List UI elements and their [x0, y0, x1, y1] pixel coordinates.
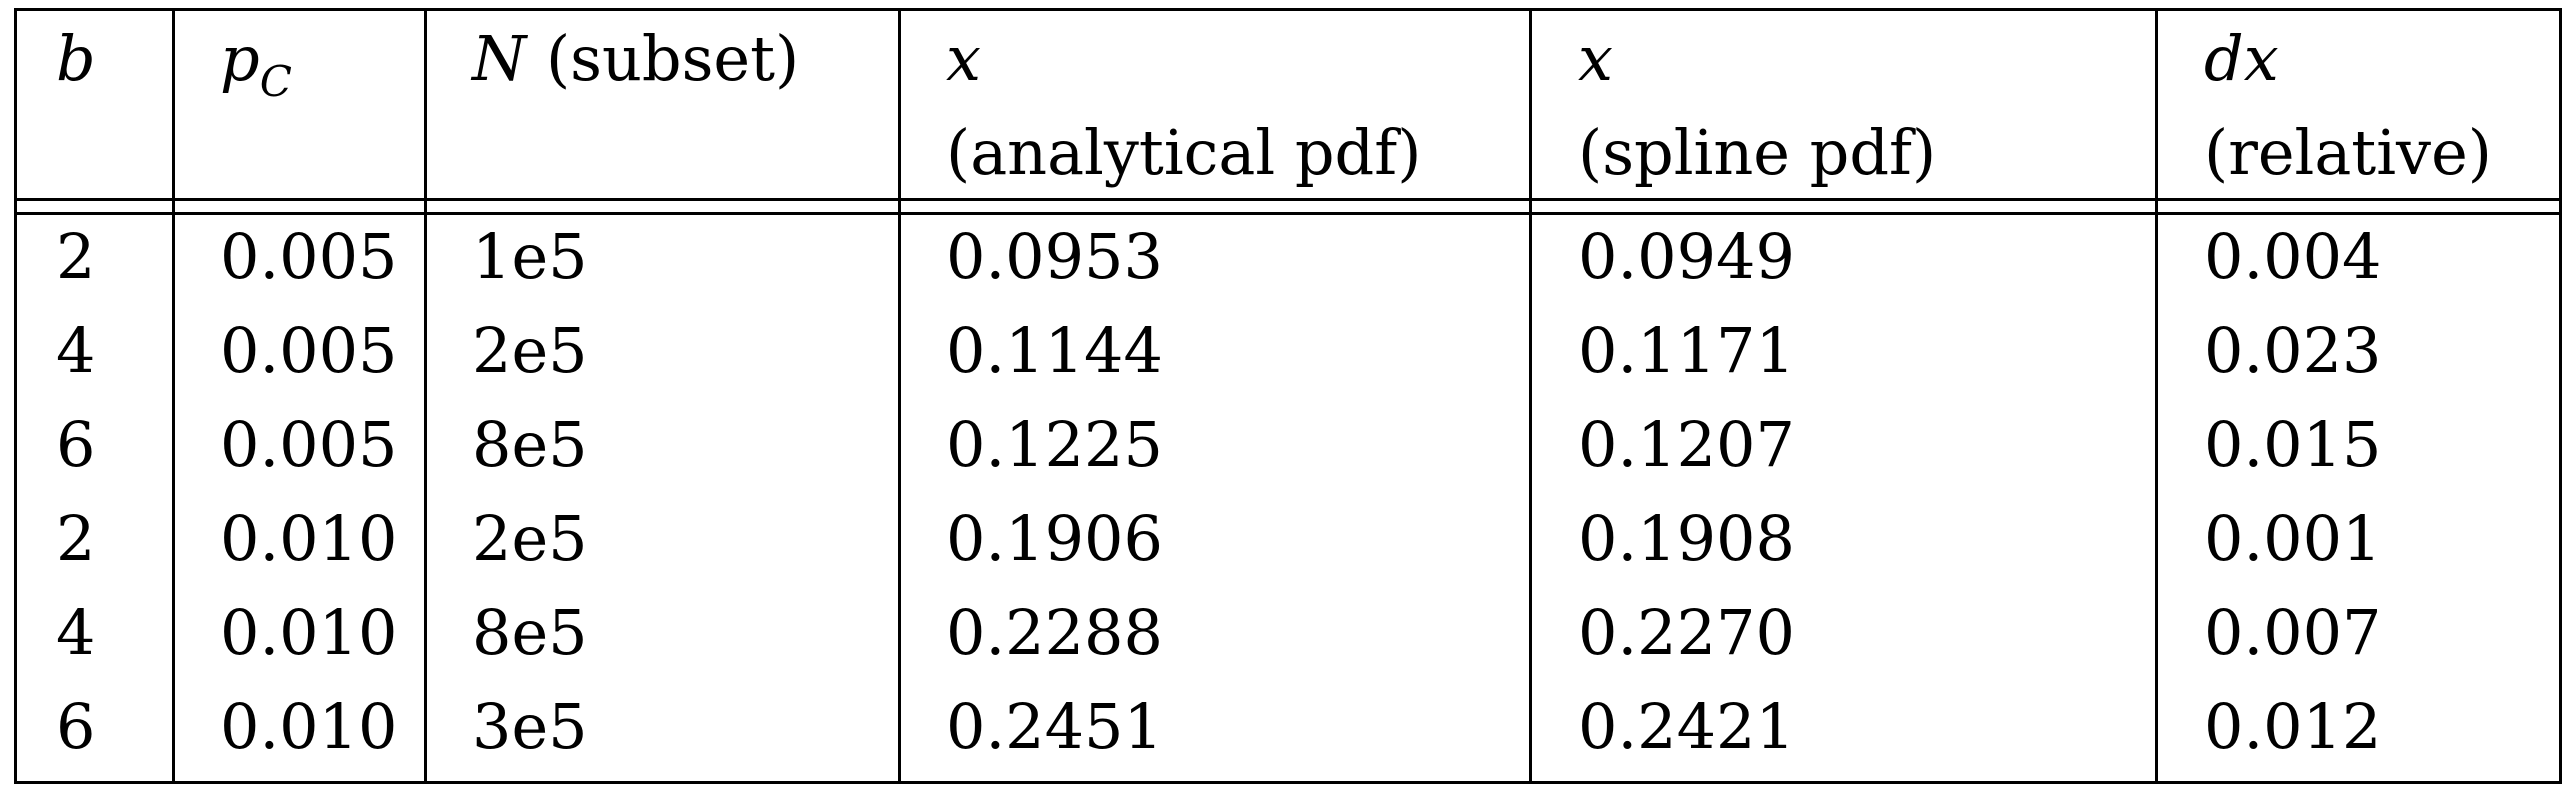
header-sublabel: (spline pdf) [1578, 116, 1937, 189]
table-top-rule [14, 8, 2562, 11]
table-cell: 0.023 [2204, 314, 2382, 387]
column-border [898, 8, 901, 784]
table-cell: 0.1225 [946, 408, 1163, 481]
header-cell-x-analytical: x [946, 26, 981, 92]
table-cell: 0.010 [220, 690, 398, 763]
header-symbol: N [472, 22, 527, 95]
table-cell: 0.005 [220, 408, 398, 481]
column-border [2559, 8, 2562, 784]
table-cell: 0.1207 [1578, 408, 1795, 481]
header-subscript: C [259, 57, 292, 106]
table-cell: 8e5 [472, 408, 588, 481]
table-cell: 0.005 [220, 220, 398, 293]
table-cell: 0.012 [2204, 690, 2382, 763]
table-cell: 0.1171 [1578, 314, 1795, 387]
table-cell: 2e5 [472, 502, 588, 575]
header-symbol: x [1578, 22, 1613, 95]
table-cell: 0.010 [220, 502, 398, 575]
table-cell: 0.004 [2204, 220, 2382, 293]
header-symbol: b [56, 22, 96, 95]
header-sublabel: (relative) [2204, 116, 2492, 189]
table-cell: 4 [56, 314, 96, 387]
table-cell: 0.2451 [946, 690, 1163, 763]
table-cell: 6 [56, 408, 96, 481]
header-bottom-rule [14, 198, 2562, 201]
header-symbol: dx [2204, 22, 2279, 95]
header-symbol: x [946, 22, 981, 95]
table-cell: 0.0949 [1578, 220, 1795, 293]
table-cell: 1e5 [472, 220, 588, 293]
header-cell-n: N (subset) [472, 26, 799, 92]
table-cell: 8e5 [472, 596, 588, 669]
table-cell: 0.2270 [1578, 596, 1795, 669]
header-cell-b: b [56, 26, 96, 92]
table-cell: 0.2421 [1578, 690, 1795, 763]
table-cell: 0.2288 [946, 596, 1163, 669]
column-border [14, 8, 17, 784]
table-cell: 4 [56, 596, 96, 669]
header-label: (subset) [526, 22, 800, 95]
table-cell: 6 [56, 690, 96, 763]
table-cell: 0.1906 [946, 502, 1163, 575]
column-border [1529, 8, 1532, 784]
table-cell: 0.001 [2204, 502, 2382, 575]
table-cell: 0.015 [2204, 408, 2382, 481]
header-cell-dx: dx [2204, 26, 2279, 92]
table-cell: 2 [56, 220, 96, 293]
table-cell: 0.1144 [946, 314, 1163, 387]
header-cell-pc: pC [220, 26, 292, 107]
header-symbol: p [220, 22, 260, 95]
header-sublabel: (analytical pdf) [946, 116, 1422, 189]
table-cell: 0.007 [2204, 596, 2382, 669]
table-cell: 0.1908 [1578, 502, 1795, 575]
table-cell: 2e5 [472, 314, 588, 387]
column-border [424, 8, 427, 784]
results-table: b pC N (subset) x x dx (analytical pdf) … [14, 8, 2562, 784]
table-bottom-rule [14, 781, 2562, 784]
body-top-rule [14, 212, 2562, 215]
table-cell: 2 [56, 502, 96, 575]
table-cell: 0.010 [220, 596, 398, 669]
column-border [2155, 8, 2158, 784]
column-border [172, 8, 175, 784]
table-cell: 3e5 [472, 690, 588, 763]
table-cell: 0.005 [220, 314, 398, 387]
header-cell-x-spline: x [1578, 26, 1613, 92]
table-cell: 0.0953 [946, 220, 1163, 293]
